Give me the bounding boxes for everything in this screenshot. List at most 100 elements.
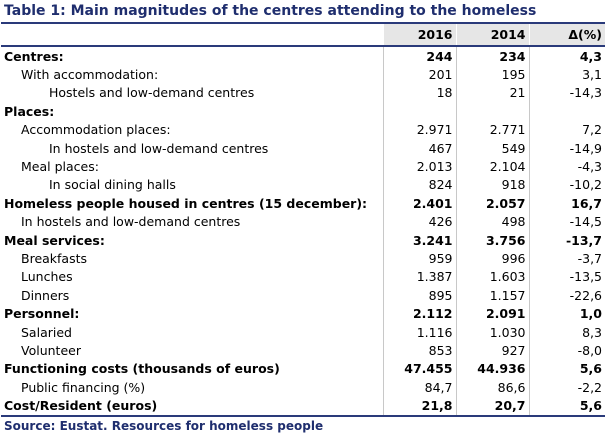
value-2016: 244 xyxy=(382,46,456,66)
row-label: Homeless people housed in centres (15 de… xyxy=(4,195,368,211)
header-row: 2016 2014 Δ(%) xyxy=(1,24,605,47)
value-2014: 927 xyxy=(455,341,529,360)
value-delta: -13,7 xyxy=(528,230,605,250)
value-2014: 1.603 xyxy=(455,267,529,287)
value-2016: 18 xyxy=(382,83,456,103)
row-label: In hostels and low-demand centres xyxy=(49,140,269,156)
value-2014: 1.030 xyxy=(455,322,529,342)
value-delta: -13,5 xyxy=(528,267,605,287)
header-label-cell xyxy=(1,24,383,47)
row-label: Public financing (%) xyxy=(21,379,146,395)
value-2014: 549 xyxy=(455,138,529,158)
table-row: Public financing (%) 84,7 86,6 -2,2 xyxy=(1,378,605,397)
value-delta: -10,2 xyxy=(528,175,605,195)
row-label: In hostels and low-demand centres xyxy=(21,214,241,230)
header-2014: 2014 xyxy=(455,24,529,47)
value-delta: -4,3 xyxy=(528,157,605,176)
value-2014 xyxy=(455,102,529,121)
value-2014: 1.157 xyxy=(455,286,529,305)
value-2016: 426 xyxy=(382,212,456,231)
value-2016: 1.387 xyxy=(382,267,456,287)
row-label: Centres: xyxy=(4,48,64,64)
value-2016: 47.455 xyxy=(382,359,456,379)
header-2016: 2016 xyxy=(382,24,456,47)
source-note: Source: Eustat. Resources for homeless p… xyxy=(4,418,324,433)
value-2014: 3.756 xyxy=(455,230,529,250)
value-delta: -3,7 xyxy=(528,249,605,268)
magnitudes-table: 2016 2014 Δ(%) Centres: 244 234 4,3 With acc… xyxy=(1,24,605,417)
value-2014: 996 xyxy=(455,249,529,268)
value-2014: 20,7 xyxy=(455,396,529,417)
value-2016: 824 xyxy=(382,175,456,195)
value-delta: -22,6 xyxy=(528,286,605,305)
value-2014: 195 xyxy=(455,65,529,84)
value-2014: 86,6 xyxy=(455,378,529,397)
table-row: Personnel: 2.112 2.091 1,0 xyxy=(1,304,605,323)
row-label: Meal services: xyxy=(4,232,105,248)
value-2014: 918 xyxy=(455,175,529,195)
value-2014: 498 xyxy=(455,212,529,231)
value-2016: 2.401 xyxy=(382,194,456,213)
table-title: Table 1: Main magnitudes of the centres … xyxy=(1,0,605,24)
value-delta: 16,7 xyxy=(528,194,605,213)
value-2014: 21 xyxy=(455,83,529,103)
table-row: In hostels and low-demand centres 426 498-… xyxy=(1,212,605,231)
value-2014: 2.057 xyxy=(455,194,529,213)
value-2016: 467 xyxy=(382,138,456,158)
table-row: Cost/Resident (euros) 21,8 20,7 5,6 xyxy=(1,396,605,417)
row-label: Cost/Resident (euros) xyxy=(1,396,383,417)
value-delta: -2,2 xyxy=(528,378,605,397)
value-2014: 234 xyxy=(455,46,529,66)
value-delta: 7,2 xyxy=(528,120,605,139)
row-label: Hostels and low-demand centres xyxy=(49,85,255,101)
value-2016: 959 xyxy=(382,249,456,268)
value-delta: 4,3 xyxy=(528,46,605,66)
value-delta: 1,0 xyxy=(528,304,605,323)
value-2016: 895 xyxy=(382,286,456,305)
row-label: Volunteer xyxy=(21,342,81,358)
row-label: Lunches xyxy=(21,269,73,285)
table-row: Accommodation places: 2.971 2.771 7,2 xyxy=(1,120,605,139)
value-delta: 3,1 xyxy=(528,65,605,84)
table-row: Lunches 1.387 1.603 -13,5 xyxy=(1,267,605,287)
row-label: Personnel: xyxy=(4,306,80,322)
table-row: Dinners 895 1.157 -22,6 xyxy=(1,286,605,305)
row-label: Dinners xyxy=(21,287,70,303)
table-row: Meal places: 2.013 2.104 -4,3 xyxy=(1,157,605,176)
row-label: Breakfasts xyxy=(21,250,88,266)
value-2014: 2.771 xyxy=(455,120,529,139)
value-2016: 853 xyxy=(382,341,456,360)
value-2016: 201 xyxy=(382,65,456,84)
value-2014: 44.936 xyxy=(455,359,529,379)
value-2016: 3.241 xyxy=(382,230,456,250)
value-delta: 8,3 xyxy=(528,322,605,342)
value-2014: 2.104 xyxy=(455,157,529,176)
value-2016: 2.013 xyxy=(382,157,456,176)
table-row: In hostels and low-demand centres 467 549-… xyxy=(1,138,605,158)
table-row: With accommodation: 201 195 3,1 xyxy=(1,65,605,84)
table-row: Salaried 1.116 1.030 8,3 xyxy=(1,322,605,342)
row-label: Accommodation places: xyxy=(21,122,171,138)
table-row: Breakfasts 959 996 -3,7 xyxy=(1,249,605,268)
value-delta: 5,6 xyxy=(528,359,605,379)
row-label: Salaried xyxy=(21,324,72,340)
value-delta: -8,0 xyxy=(528,341,605,360)
row-label: With accommodation: xyxy=(21,67,159,83)
table-row: Functioning costs (thousands of euros) 47… xyxy=(1,359,605,379)
value-2014: 2.091 xyxy=(455,304,529,323)
row-label: Meal places: xyxy=(21,159,99,175)
value-2016: 84,7 xyxy=(382,378,456,397)
row-label: In social dining halls xyxy=(49,177,176,193)
value-2016: 2.971 xyxy=(382,120,456,139)
value-delta xyxy=(528,102,605,121)
value-2016 xyxy=(382,102,456,121)
table-row: Meal services: 3.241 3.756 -13,7 xyxy=(1,230,605,250)
value-delta: -14,9 xyxy=(528,138,605,158)
table-row: Hostels and low-demand centres 18 21 -14,3 xyxy=(1,83,605,103)
table-row: Places: xyxy=(1,102,605,121)
value-2016: 21,8 xyxy=(382,396,456,417)
value-delta: -14,3 xyxy=(528,83,605,103)
value-delta: 5,6 xyxy=(528,396,605,417)
row-label: Functioning costs (thousands of euros) xyxy=(4,361,280,377)
